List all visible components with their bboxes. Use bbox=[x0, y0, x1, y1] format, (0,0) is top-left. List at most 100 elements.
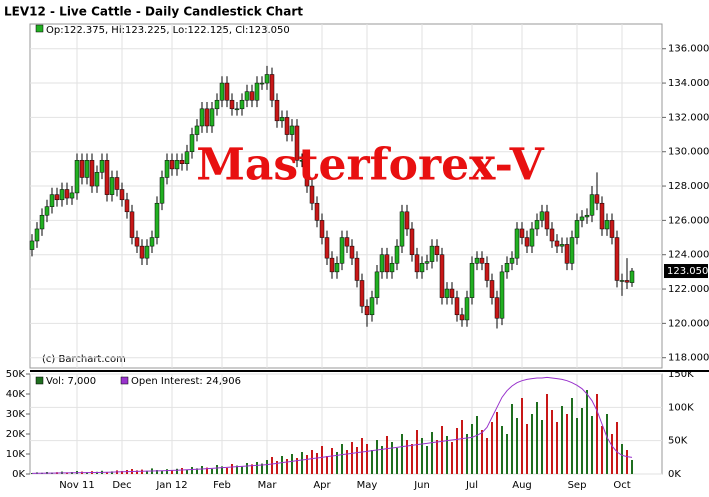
candle-body bbox=[604, 220, 610, 230]
candle-body bbox=[449, 288, 455, 298]
candle-body bbox=[224, 82, 230, 101]
volume-bar bbox=[121, 471, 123, 474]
volume-bar bbox=[391, 442, 393, 474]
candle-body bbox=[129, 211, 135, 238]
candle-body bbox=[214, 99, 220, 110]
volume-bar bbox=[521, 398, 523, 474]
volume-bar bbox=[506, 434, 508, 474]
volume-bar bbox=[226, 468, 228, 474]
volume-bar bbox=[166, 469, 168, 474]
candle-body bbox=[509, 257, 515, 264]
y-tick-label: 128.000 bbox=[668, 181, 709, 192]
candle-body bbox=[419, 263, 425, 273]
y2-tick-label: 100K bbox=[668, 402, 694, 413]
candle-body bbox=[209, 108, 215, 127]
candle-body bbox=[344, 237, 350, 247]
volume-bar bbox=[356, 447, 358, 474]
open-interest-line bbox=[31, 376, 633, 474]
candle-body bbox=[439, 254, 445, 298]
x-tick-label: Oct bbox=[613, 480, 630, 491]
volume-bar bbox=[621, 444, 623, 474]
volume-bar bbox=[311, 450, 313, 474]
candle-body bbox=[39, 214, 45, 230]
candle-body bbox=[164, 160, 170, 178]
candle-body bbox=[244, 91, 250, 101]
x-tick-label: May bbox=[357, 480, 378, 491]
candle-body bbox=[239, 99, 245, 110]
y-tick-label: 50K bbox=[6, 369, 26, 380]
candle-body bbox=[259, 82, 265, 85]
candle-body bbox=[254, 82, 260, 101]
volume-bar bbox=[361, 438, 363, 474]
x-tick-label: Mar bbox=[258, 480, 278, 491]
volume-bar bbox=[136, 470, 138, 474]
volume-bar bbox=[261, 463, 263, 474]
candle-body bbox=[219, 82, 225, 101]
candle-body bbox=[134, 237, 140, 247]
volume-bar bbox=[481, 430, 483, 474]
candle-body bbox=[124, 199, 130, 213]
y-tick-label: 130.000 bbox=[668, 147, 709, 158]
candle-body bbox=[489, 280, 495, 298]
y-tick-label: 40K bbox=[6, 389, 26, 400]
candle-body bbox=[324, 237, 330, 259]
candle-body bbox=[309, 185, 315, 204]
legend-text: Op:122.375, Hi:123.225, Lo:122.125, Cl:1… bbox=[46, 25, 290, 36]
candle-body bbox=[114, 177, 120, 190]
volume-bar bbox=[451, 442, 453, 474]
candle-body bbox=[549, 228, 555, 242]
volume-bar bbox=[271, 457, 273, 474]
volume-bar bbox=[531, 414, 533, 474]
candle-body bbox=[99, 160, 105, 173]
candle-body bbox=[564, 244, 570, 264]
volume-bar bbox=[386, 436, 388, 474]
candle-body bbox=[159, 177, 165, 204]
candle-body bbox=[484, 263, 490, 281]
candle-body bbox=[279, 117, 285, 122]
volume-bar bbox=[611, 434, 613, 474]
candle-body bbox=[389, 263, 395, 273]
volume-bar bbox=[536, 402, 538, 474]
candle-body bbox=[199, 108, 205, 127]
volume-bar bbox=[431, 432, 433, 474]
candle-body bbox=[444, 288, 450, 298]
candle-body bbox=[34, 228, 40, 242]
volume-bar bbox=[376, 440, 378, 474]
volume-bar bbox=[316, 453, 318, 474]
candle-body bbox=[49, 194, 55, 207]
candle-body bbox=[44, 206, 50, 216]
volume-bar bbox=[256, 462, 258, 474]
candle-body bbox=[229, 99, 235, 110]
price-tag-label: 123.050 bbox=[667, 266, 708, 277]
candle-body bbox=[294, 125, 300, 161]
candle-body bbox=[174, 160, 180, 170]
candle-body bbox=[104, 160, 110, 195]
candle-body bbox=[74, 160, 80, 194]
volume-bar bbox=[556, 422, 558, 474]
candle-body bbox=[189, 134, 195, 152]
volume-bar bbox=[246, 463, 248, 474]
candle-body bbox=[369, 297, 375, 316]
volume-bar bbox=[471, 424, 473, 474]
candle-body bbox=[299, 160, 305, 162]
candle-body bbox=[84, 160, 90, 178]
candle-body bbox=[434, 245, 440, 255]
candle-body bbox=[169, 160, 175, 170]
volume-bar bbox=[206, 467, 208, 474]
candle-body bbox=[274, 99, 280, 122]
volume-bar bbox=[346, 450, 348, 474]
candle-body bbox=[69, 192, 75, 199]
volume-bar bbox=[251, 464, 253, 474]
candle-body bbox=[119, 189, 125, 201]
legend-swatch bbox=[35, 24, 44, 33]
volume-bar bbox=[156, 470, 158, 474]
candle-body bbox=[594, 194, 600, 204]
volume-bar bbox=[161, 471, 163, 474]
volume-bar bbox=[281, 456, 283, 474]
candle-body bbox=[409, 228, 415, 255]
candle-body bbox=[609, 220, 615, 238]
volume-bar bbox=[191, 467, 193, 474]
volume-bar bbox=[241, 466, 243, 474]
y-tick-label: 20K bbox=[6, 429, 26, 440]
